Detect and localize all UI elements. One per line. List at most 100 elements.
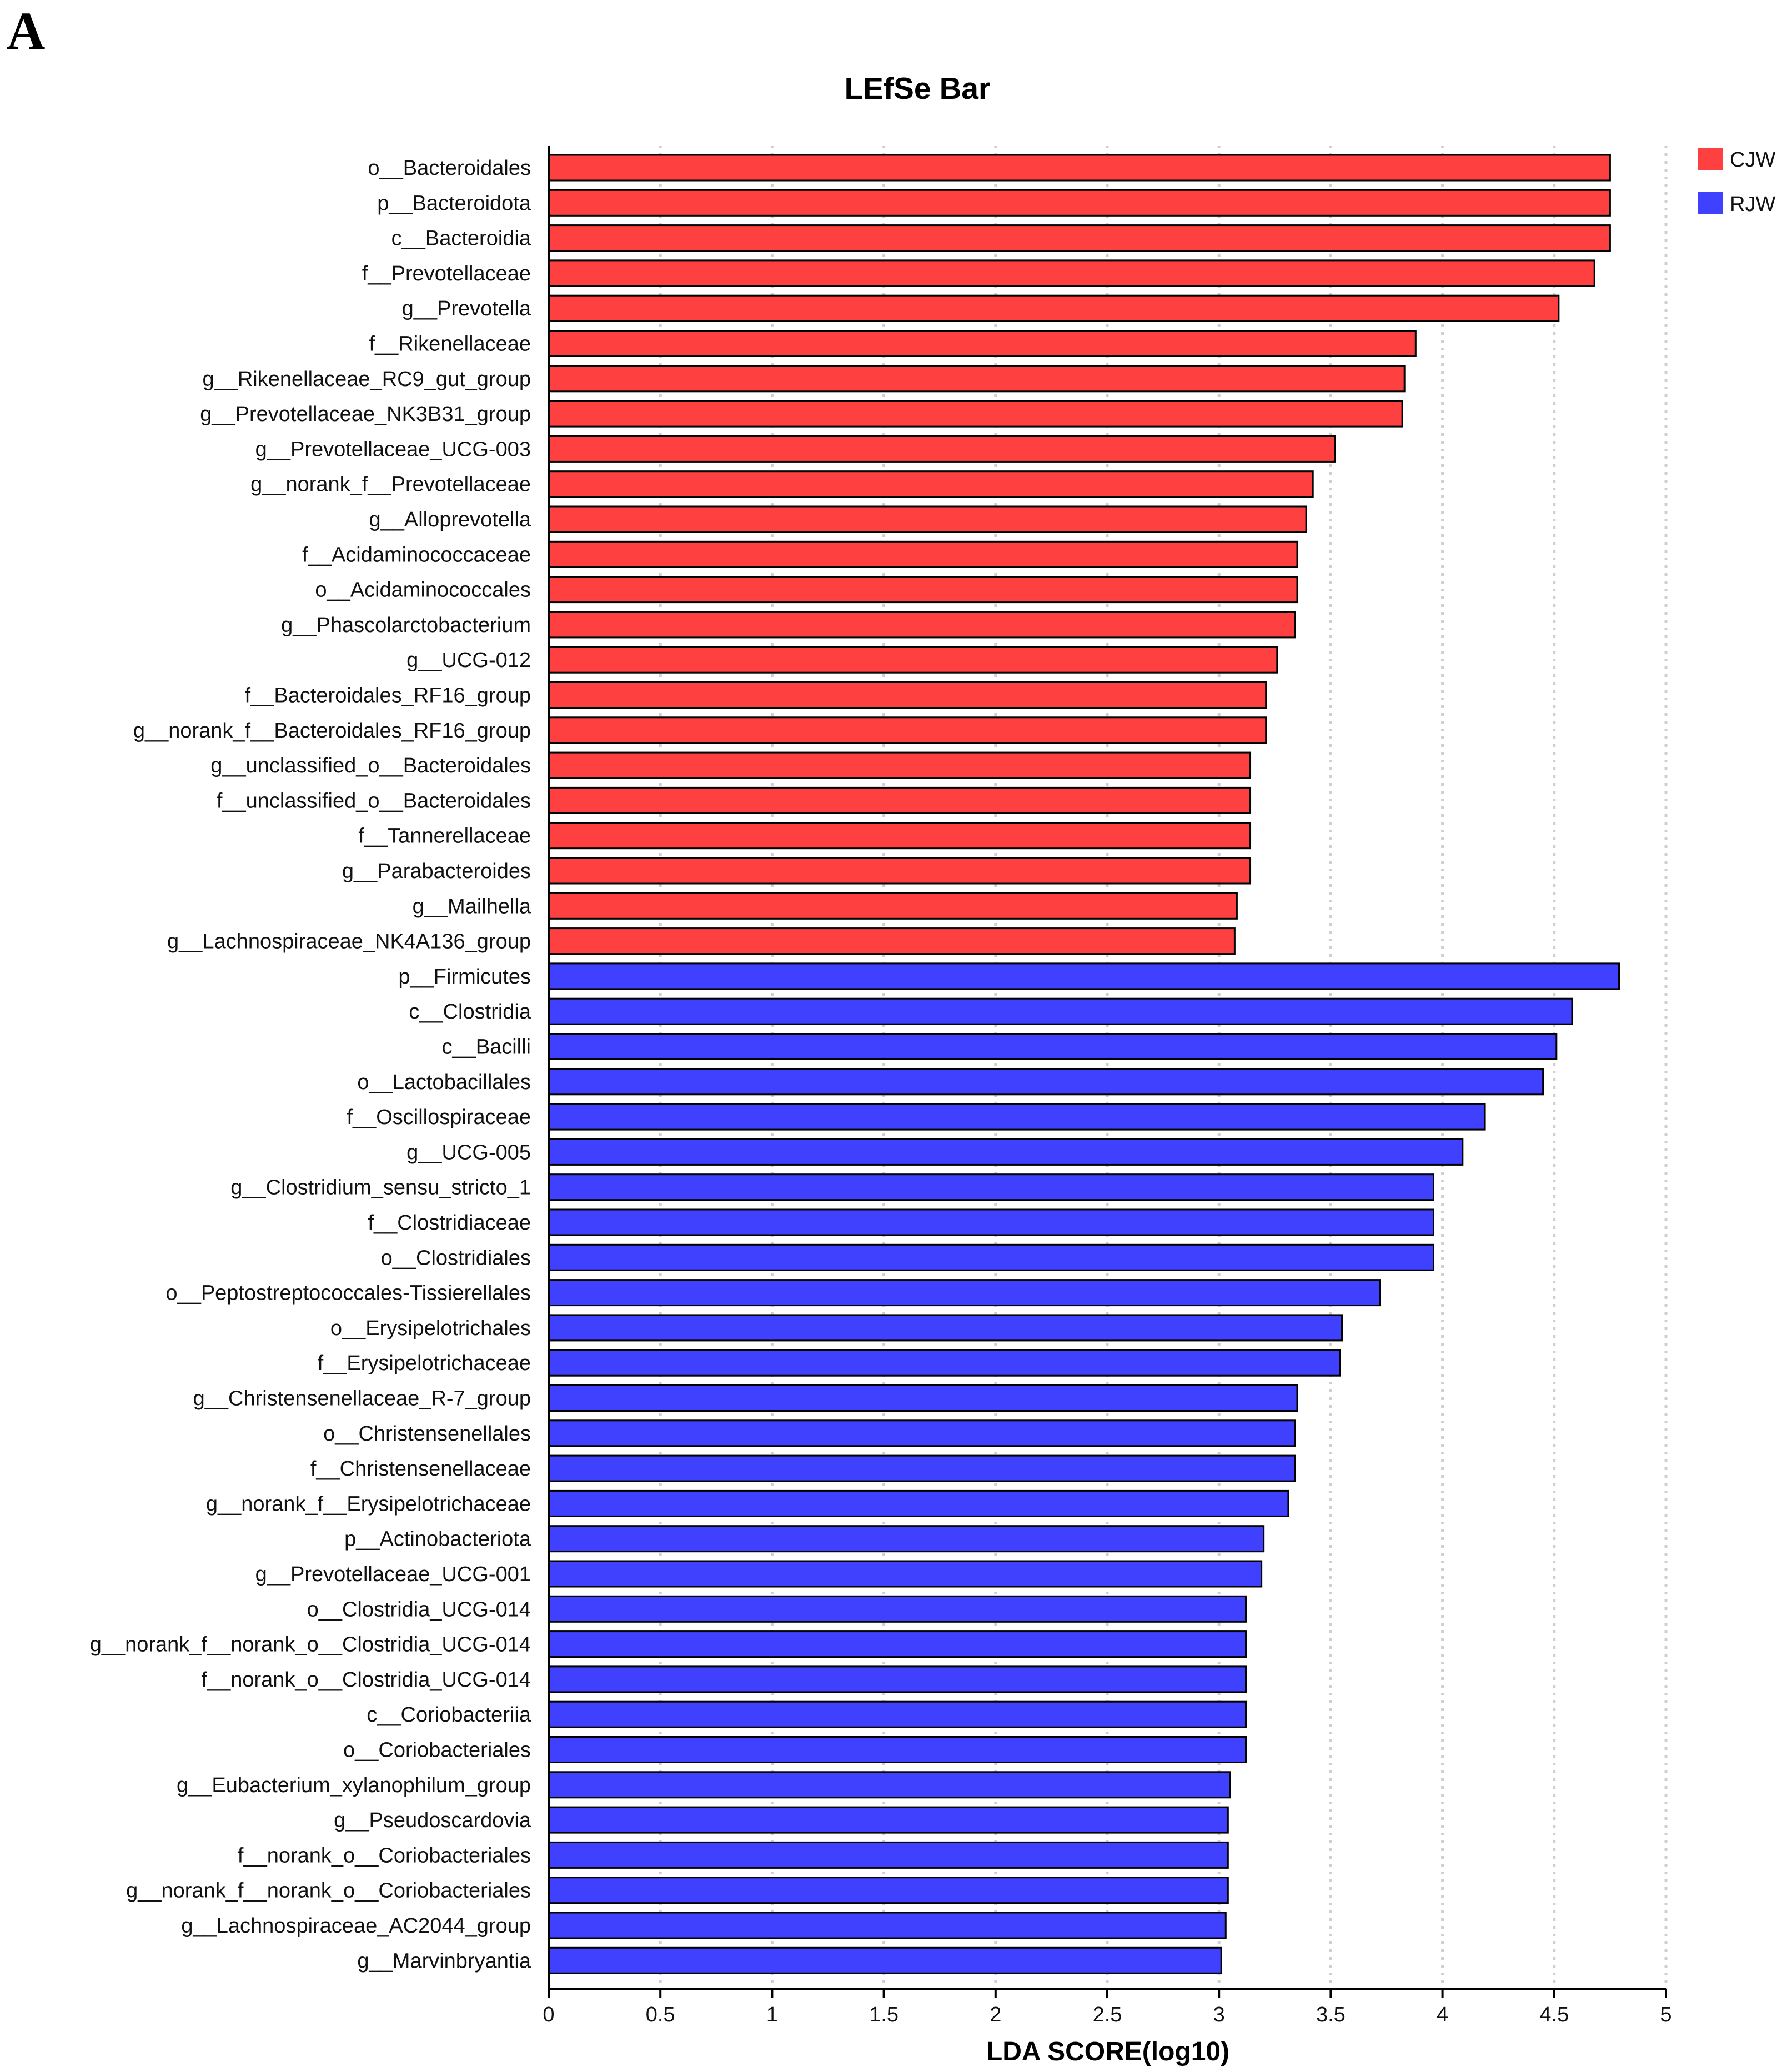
bar-cjw xyxy=(548,716,1267,744)
category-label: g__Christensenellaceae_R-7_group xyxy=(193,1387,531,1411)
bar-rjw xyxy=(548,997,1573,1025)
x-tick-label: 3.5 xyxy=(1316,2003,1346,2026)
category-label: g__norank_f__Erysipelotrichaceae xyxy=(206,1492,531,1516)
bar-rjw xyxy=(548,1841,1229,1869)
x-tick-label: 2 xyxy=(990,2003,1001,2026)
bar-rjw xyxy=(548,1173,1435,1201)
legend-swatch-rjw xyxy=(1698,192,1723,214)
category-label: g__Prevotellaceae_UCG-001 xyxy=(255,1563,531,1586)
bar-cjw xyxy=(548,540,1298,568)
bar-cjw xyxy=(548,927,1236,955)
bar-rjw xyxy=(548,1489,1289,1517)
bar-cjw xyxy=(548,822,1252,850)
x-tick-label: 4 xyxy=(1437,2003,1448,2026)
category-label: g__Phascolarctobacterium xyxy=(281,614,531,637)
bar-rjw xyxy=(548,1806,1229,1834)
category-label: g__Clostridium_sensu_stricto_1 xyxy=(230,1176,531,1200)
bar-cjw xyxy=(548,646,1278,674)
category-label: g__Lachnospiraceae_AC2044_group xyxy=(181,1914,531,1938)
bar-cjw xyxy=(548,681,1267,709)
bar-rjw xyxy=(548,1700,1247,1728)
bar-rjw xyxy=(548,1665,1247,1693)
category-label: f__Erysipelotrichaceae xyxy=(318,1352,531,1375)
legend-label-rjw: RJW xyxy=(1730,193,1775,216)
category-label: o__Clostridia_UCG-014 xyxy=(307,1598,531,1621)
category-label: f__norank_o__Clostridia_UCG-014 xyxy=(201,1668,531,1692)
bar-rjw xyxy=(548,1349,1341,1377)
category-label: p__Firmicutes xyxy=(398,965,531,989)
x-tick-label: 2.5 xyxy=(1093,2003,1122,2026)
category-labels: o__Bacteroidales p__Bacteroidota c__Bacter… xyxy=(90,157,531,1973)
bar-rjw xyxy=(548,1946,1222,1974)
x-axis-title: LDA SCORE(log10) xyxy=(986,2037,1229,2066)
category-label: f__Acidaminococcaceae xyxy=(302,543,531,566)
category-label: g__norank_f__norank_o__Coriobacteriales xyxy=(126,1879,531,1903)
category-label: o__Peptostreptococcales-Tissierellales xyxy=(165,1282,531,1305)
bar-cjw xyxy=(548,294,1560,322)
bar-cjw xyxy=(548,435,1336,463)
category-label: g__norank_f__Prevotellaceae xyxy=(250,473,531,496)
x-tick-label: 0 xyxy=(543,2003,554,2026)
category-label: g__Alloprevotella xyxy=(369,508,531,531)
category-label: g__Marvinbryantia xyxy=(357,1949,531,1973)
x-tick-label: 0.5 xyxy=(646,2003,675,2026)
panel-label: A xyxy=(7,1,46,61)
bar-cjw xyxy=(548,154,1611,182)
bar-cjw xyxy=(548,470,1314,498)
bar-rjw xyxy=(548,1912,1227,1939)
category-label: g__Eubacterium_xylanophilum_group xyxy=(177,1774,531,1797)
category-label: o__Bacteroidales xyxy=(368,157,531,180)
category-label: c__Bacteroidia xyxy=(391,227,531,250)
bar-cjw xyxy=(548,857,1252,885)
bar-rjw xyxy=(548,1419,1296,1447)
bar-rjw xyxy=(548,1033,1558,1060)
bar-rjw xyxy=(548,1771,1231,1799)
category-label: g__Pseudoscardovia xyxy=(334,1809,531,1832)
category-label: f__Prevotellaceae xyxy=(362,262,531,285)
bar-rjw xyxy=(548,1454,1296,1482)
category-label: g__Rikenellaceae_RC9_gut_group xyxy=(202,368,531,391)
bar-cjw xyxy=(548,892,1238,920)
bar-cjw xyxy=(548,224,1611,252)
bar-rjw xyxy=(548,1736,1247,1763)
category-label: o__Lactobacillales xyxy=(357,1071,531,1094)
category-label: g__Prevotellaceae_UCG-003 xyxy=(255,438,531,461)
bar-cjw xyxy=(548,751,1252,779)
category-label: p__Actinobacteriota xyxy=(344,1528,531,1551)
category-label: g__unclassified_o__Bacteroidales xyxy=(210,754,531,777)
category-label: g__UCG-012 xyxy=(406,649,531,672)
category-label: o__Acidaminococcales xyxy=(315,579,531,602)
x-tick-label: 5 xyxy=(1660,2003,1671,2026)
bar-cjw xyxy=(548,576,1298,604)
category-label: c__Bacilli xyxy=(441,1036,531,1059)
category-label: f__Christensenellaceae xyxy=(310,1457,531,1481)
category-label: g__Mailhella xyxy=(413,895,531,918)
bar-cjw xyxy=(548,189,1611,217)
category-label: g__Lachnospiraceae_NK4A136_group xyxy=(167,930,531,954)
bar-rjw xyxy=(548,1138,1464,1166)
category-label: p__Bacteroidota xyxy=(377,192,531,215)
bar-cjw xyxy=(548,330,1417,357)
bar-rjw xyxy=(548,1068,1544,1096)
bar-rjw xyxy=(548,1279,1381,1307)
bar-rjw xyxy=(548,962,1620,990)
chart-title: LEfSe Bar xyxy=(845,71,991,106)
category-label: o__Clostridiales xyxy=(381,1246,531,1270)
category-label: g__Prevotellaceae_NK3B31_group xyxy=(200,403,531,426)
legend-swatch-cjw xyxy=(1698,148,1723,170)
category-label: c__Coriobacteriia xyxy=(367,1703,531,1727)
bar-cjw xyxy=(548,786,1252,814)
bar-rjw xyxy=(548,1384,1298,1412)
bar-rjw xyxy=(548,1877,1229,1904)
category-label: f__unclassified_o__Bacteroidales xyxy=(217,789,531,812)
category-label: o__Christensenellales xyxy=(323,1422,531,1446)
bar-rjw xyxy=(548,1560,1263,1588)
x-tick-label: 1.5 xyxy=(869,2003,898,2026)
bar-rjw xyxy=(548,1103,1486,1131)
category-label: g__Parabacteroides xyxy=(342,860,531,883)
bar-cjw xyxy=(548,505,1307,533)
category-label: f__Tannerellaceae xyxy=(358,825,531,848)
category-label: g__UCG-005 xyxy=(406,1141,531,1164)
category-label: f__Clostridiaceae xyxy=(368,1211,531,1235)
